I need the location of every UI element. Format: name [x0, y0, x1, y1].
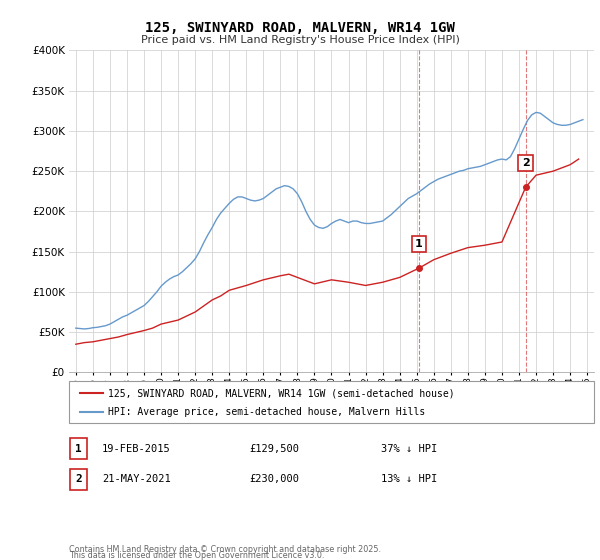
- Text: 19-FEB-2015: 19-FEB-2015: [102, 444, 171, 454]
- Text: 21-MAY-2021: 21-MAY-2021: [102, 474, 171, 484]
- Text: This data is licensed under the Open Government Licence v3.0.: This data is licensed under the Open Gov…: [69, 551, 325, 560]
- Text: 125, SWINYARD ROAD, MALVERN, WR14 1GW: 125, SWINYARD ROAD, MALVERN, WR14 1GW: [145, 21, 455, 35]
- Text: 13% ↓ HPI: 13% ↓ HPI: [381, 474, 437, 484]
- Text: HPI: Average price, semi-detached house, Malvern Hills: HPI: Average price, semi-detached house,…: [109, 407, 425, 417]
- Text: £129,500: £129,500: [249, 444, 299, 454]
- Text: 1: 1: [75, 444, 82, 454]
- Bar: [70, 469, 87, 490]
- Text: 125, SWINYARD ROAD, MALVERN, WR14 1GW (semi-detached house): 125, SWINYARD ROAD, MALVERN, WR14 1GW (s…: [109, 389, 455, 398]
- Text: 2: 2: [522, 158, 530, 168]
- Text: Contains HM Land Registry data © Crown copyright and database right 2025.: Contains HM Land Registry data © Crown c…: [69, 545, 381, 554]
- Text: £230,000: £230,000: [249, 474, 299, 484]
- Text: 2: 2: [75, 474, 82, 484]
- Text: 37% ↓ HPI: 37% ↓ HPI: [381, 444, 437, 454]
- Bar: [70, 438, 87, 459]
- Text: Price paid vs. HM Land Registry's House Price Index (HPI): Price paid vs. HM Land Registry's House …: [140, 35, 460, 45]
- Text: 1: 1: [415, 239, 423, 249]
